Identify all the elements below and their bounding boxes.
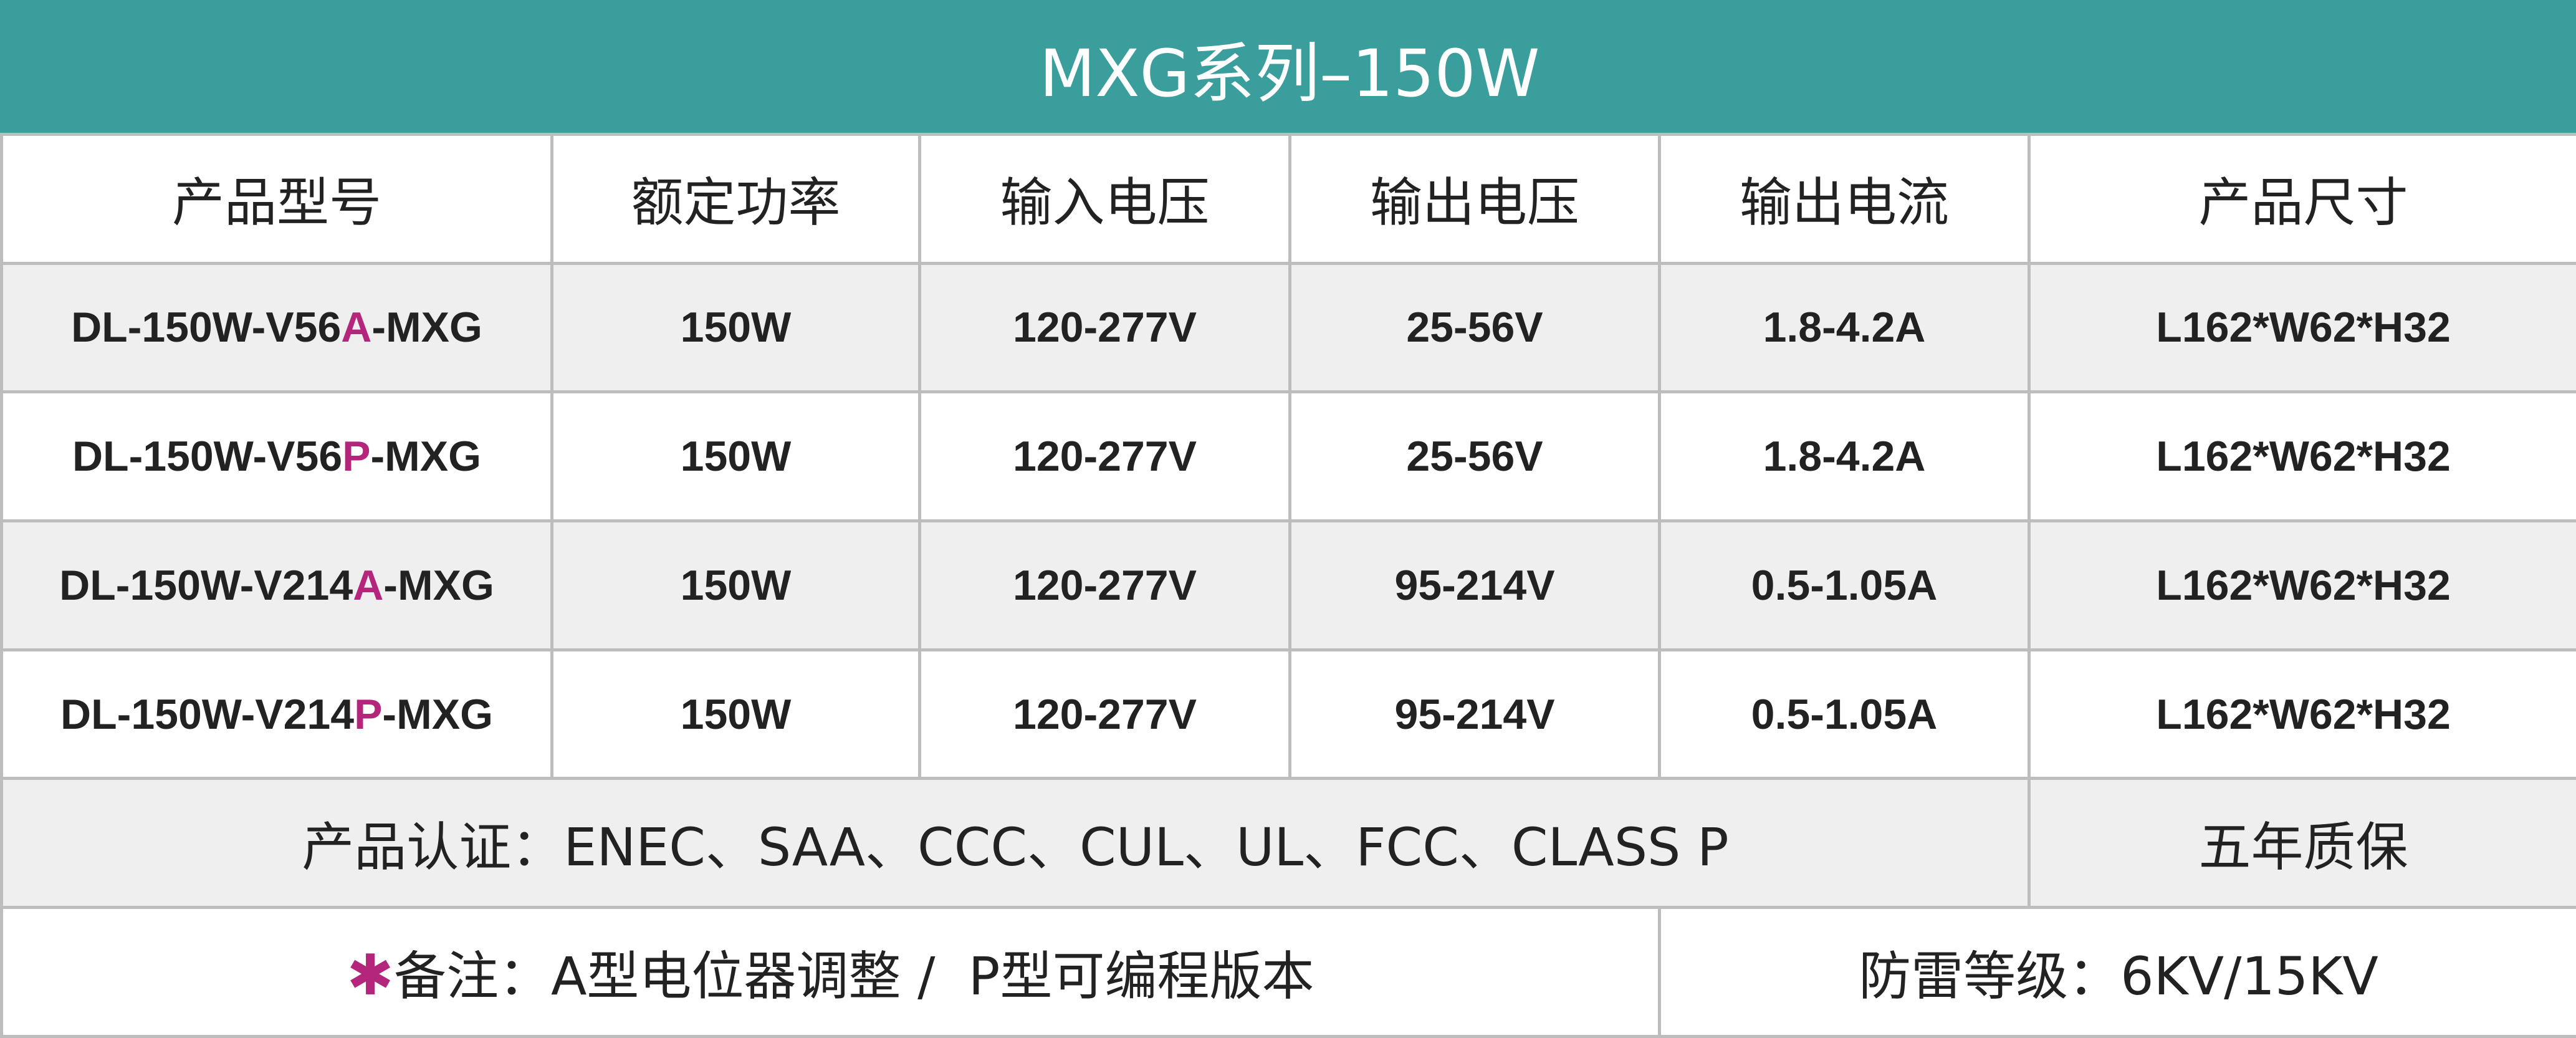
- data-cell: 120-277V: [918, 648, 1291, 781]
- header-cell: 产品型号: [0, 132, 553, 265]
- model-part: -MXG: [383, 561, 494, 609]
- model-cell: DL-150W-V214A-MXG: [0, 519, 553, 651]
- data-cell: 1.8-4.2A: [1658, 390, 2031, 522]
- data-cell: 150W: [550, 390, 921, 522]
- model-part: DL-150W-V214: [59, 561, 353, 609]
- data-cell: 25-56V: [1288, 390, 1661, 522]
- data-row: DL-150W-V56P-MXG 150W 120-277V 25-56V 1.8-4.…: [0, 390, 2576, 522]
- data-cell: 0.5-1.05A: [1658, 648, 2031, 781]
- header-cell: 额定功率: [550, 132, 921, 265]
- model-part: -MXG: [371, 304, 482, 352]
- data-cell: 1.8-4.2A: [1658, 261, 2031, 394]
- data-cell: L162*W62*H32: [2027, 390, 2576, 522]
- data-cell: 95-214V: [1288, 648, 1661, 781]
- warranty: 五年质保: [2027, 777, 2576, 910]
- model-part: DL-150W-V214: [60, 690, 355, 738]
- model-variant: P: [342, 433, 371, 481]
- data-cell: 95-214V: [1288, 519, 1661, 651]
- data-cell: 120-277V: [918, 261, 1291, 394]
- title-row: MXG系列–150W: [0, 0, 2576, 136]
- certification: 产品认证：ENEC、SAA、CCC、CUL、UL、FCC、CLASS P: [0, 777, 2031, 910]
- data-cell: 25-56V: [1288, 261, 1661, 394]
- data-row: DL-150W-V56A-MXG 150W 120-277V 25-56V 1.8-4.…: [0, 261, 2576, 394]
- data-row: DL-150W-V214P-MXG 150W 120-277V 95-214V 0.5-…: [0, 648, 2576, 781]
- model-variant: A: [341, 304, 372, 352]
- header-row: 产品型号 额定功率 输入电压 输出电压 输出电流 产品尺寸: [0, 132, 2576, 265]
- note-text: 备注：A型电位器调整 / P型可编程版本: [393, 945, 1314, 1007]
- data-cell: L162*W62*H32: [2027, 519, 2576, 651]
- data-cell: 120-277V: [918, 519, 1291, 651]
- title: MXG系列–150W: [0, 0, 2576, 136]
- model-variant: P: [354, 690, 383, 738]
- data-cell: 150W: [550, 648, 921, 781]
- model-part: DL-150W-V56: [72, 433, 343, 481]
- data-cell: L162*W62*H32: [2027, 261, 2576, 394]
- header-cell: 输出电压: [1288, 132, 1661, 265]
- model-part: -MXG: [382, 690, 493, 738]
- data-row: DL-150W-V214A-MXG 150W 120-277V 95-214V 0.5-…: [0, 519, 2576, 651]
- model-part: -MXG: [370, 433, 482, 481]
- data-cell: 120-277V: [918, 390, 1291, 522]
- note-mark: ✱: [347, 942, 394, 1008]
- model-cell: DL-150W-V56P-MXG: [0, 390, 553, 522]
- header-cell: 产品尺寸: [2027, 132, 2576, 265]
- note-row: ✱备注：A型电位器调整 / P型可编程版本 防雷等级：6KV/15KV: [0, 906, 2576, 1038]
- data-cell: L162*W62*H32: [2027, 648, 2576, 781]
- data-cell: 0.5-1.05A: [1658, 519, 2031, 651]
- data-cell: 150W: [550, 261, 921, 394]
- header-cell: 输出电流: [1658, 132, 2031, 265]
- certification-row: 产品认证：ENEC、SAA、CCC、CUL、UL、FCC、CLASS P 五年质保: [0, 777, 2576, 910]
- note: ✱备注：A型电位器调整 / P型可编程版本: [0, 906, 1661, 1038]
- data-cell: 150W: [550, 519, 921, 651]
- model-part: DL-150W-V56: [71, 304, 342, 352]
- model-variant: A: [353, 561, 384, 609]
- header-cell: 输入电压: [918, 132, 1291, 265]
- model-cell: DL-150W-V56A-MXG: [0, 261, 553, 394]
- model-cell: DL-150W-V214P-MXG: [0, 648, 553, 781]
- lightning-protection: 防雷等级：6KV/15KV: [1657, 906, 2576, 1038]
